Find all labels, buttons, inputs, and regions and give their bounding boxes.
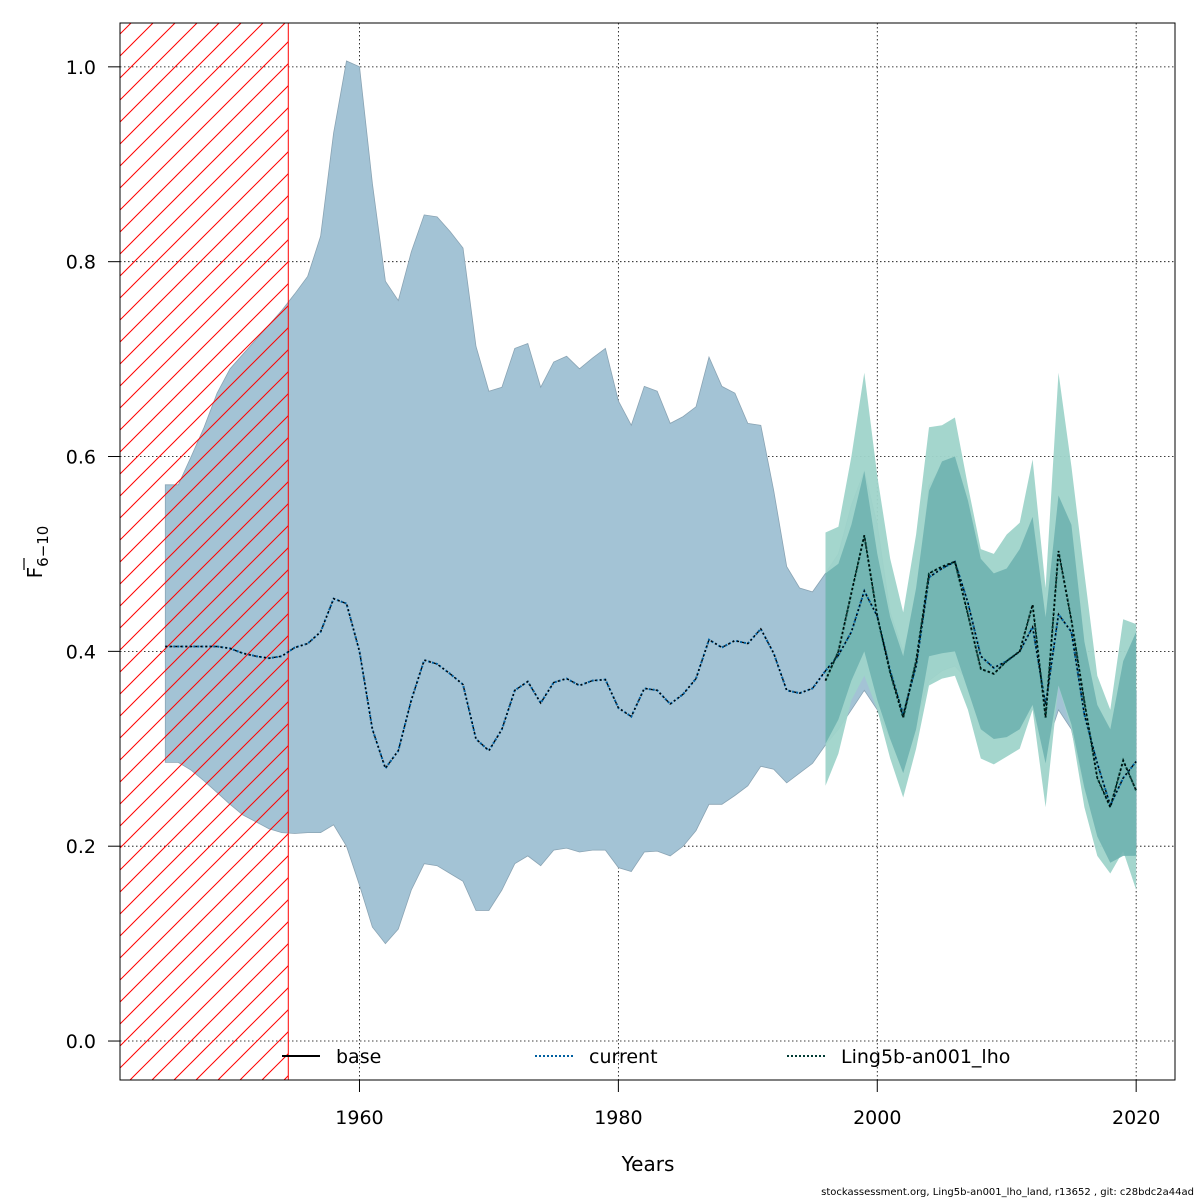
base-line bbox=[165, 560, 1137, 808]
y-tick-label: 0.8 bbox=[66, 252, 96, 274]
y-axis-title-sub: 6−10 bbox=[34, 526, 52, 567]
hatched-region bbox=[119, 22, 289, 1081]
y-axis-title-main: F bbox=[23, 567, 47, 579]
confidence-bands bbox=[164, 60, 1137, 945]
y-tick-label: 1.0 bbox=[66, 57, 96, 79]
x-tick-label: 2000 bbox=[853, 1107, 901, 1129]
x-axis-title: Years bbox=[621, 1152, 675, 1176]
base-confidence-band bbox=[164, 60, 1137, 945]
legend-label: base bbox=[336, 1046, 381, 1068]
x-tick-label: 2020 bbox=[1112, 1107, 1160, 1129]
x-tick-label: 1960 bbox=[335, 1107, 383, 1129]
x-tick-label: 1980 bbox=[594, 1107, 642, 1129]
ling-confidence-band-inner bbox=[825, 456, 1137, 863]
svg-text:F6−10: F6−10 bbox=[23, 526, 52, 579]
series-lines bbox=[165, 535, 1138, 811]
legend-label: current bbox=[589, 1046, 658, 1068]
legend: base current Ling5b-an001_lho bbox=[282, 1046, 1010, 1068]
plot-frame bbox=[119, 22, 1176, 1081]
current-line bbox=[165, 560, 1137, 809]
ling-line bbox=[824, 535, 1138, 811]
footer-caption: stockassessment.org, Ling5b-an001_lho_la… bbox=[821, 1187, 1194, 1198]
y-axis-title: F6−10 bbox=[23, 526, 52, 579]
legend-label: Ling5b-an001_lho bbox=[841, 1046, 1010, 1068]
y-axis: 0.0 0.2 0.4 0.6 0.8 1.0 bbox=[66, 57, 120, 1053]
y-tick-label: 0.4 bbox=[66, 641, 96, 663]
hatched-excluded-region bbox=[119, 22, 289, 1081]
y-tick-label: 0.6 bbox=[66, 447, 96, 469]
x-axis: 1960 1980 2000 2020 bbox=[335, 1080, 1160, 1129]
y-tick-label: 0.2 bbox=[66, 836, 96, 858]
y-tick-label: 0.0 bbox=[66, 1031, 96, 1053]
